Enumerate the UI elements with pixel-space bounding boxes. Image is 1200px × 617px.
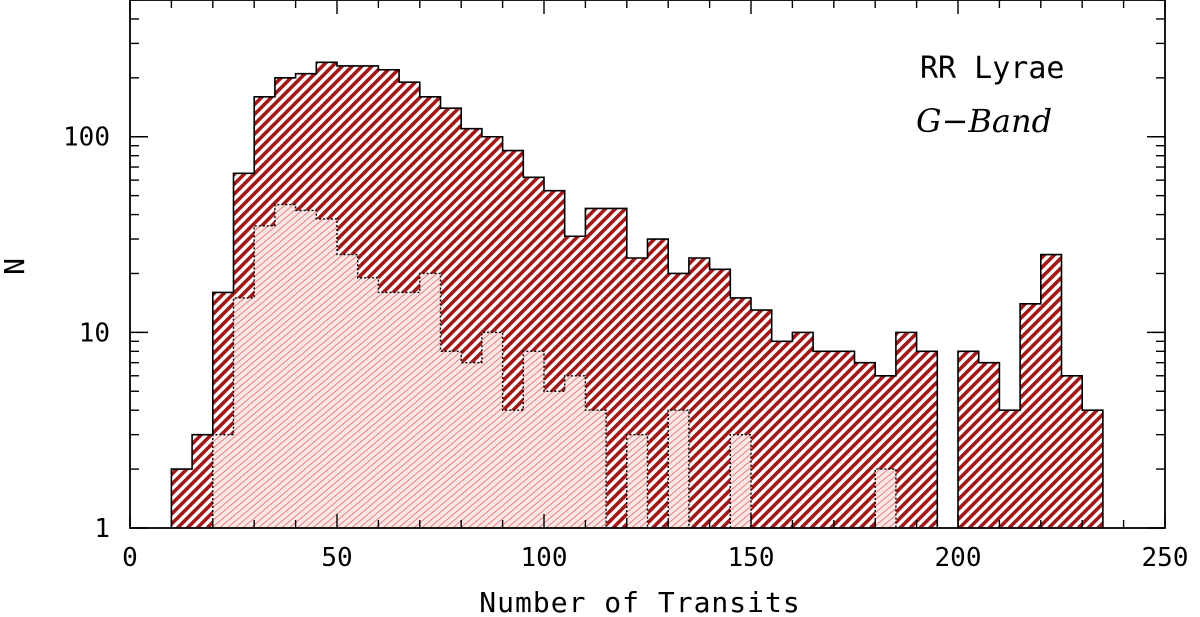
axis-tick-labels: 0 50 100 150 200 250 1 10 100 [63, 123, 1188, 573]
all-bar-15 [192, 434, 214, 528]
x-tick-label-0: 0 [122, 543, 138, 573]
subset-bar-35 [274, 204, 297, 528]
x-tick-label-150: 150 [728, 543, 775, 573]
all-bar-215 [1020, 303, 1042, 528]
subset-bar-45 [316, 218, 338, 528]
x-tick-label-250: 250 [1142, 543, 1189, 573]
axis-ticks [129, 0, 1166, 529]
all-bar-210 [999, 410, 1021, 528]
all-bar-165 [813, 351, 835, 528]
x-tick-label-200: 200 [935, 543, 982, 573]
all-bar-155 [771, 341, 793, 528]
all-bar-140 [709, 269, 731, 528]
all-bar-135 [688, 257, 711, 528]
annotation-g-band: G−Band [916, 102, 1052, 140]
subset-bar-80 [461, 362, 483, 528]
subset-bar-70 [419, 273, 441, 528]
subset-bar-145 [730, 434, 752, 528]
all-bar-185 [895, 332, 918, 528]
subset-bar-105 [564, 375, 586, 528]
subset-bar-100 [544, 391, 566, 528]
y-tick-label-10: 10 [79, 318, 110, 348]
subset-bar-130 [668, 410, 690, 528]
x-tick-label-50: 50 [321, 543, 352, 573]
all-bar-10 [171, 469, 193, 528]
subset-bar-180 [875, 469, 897, 528]
all-bar-160 [792, 332, 814, 528]
subset-bar-55 [357, 277, 379, 528]
subset-bar-50 [337, 254, 359, 528]
series-subset-outline [212, 203, 897, 528]
all-bar-205 [978, 362, 1000, 528]
series-subset-bars [212, 204, 897, 529]
subset-bar-25 [233, 297, 255, 528]
annotation-rr-lyrae: RR Lyrae [920, 51, 1065, 86]
subset-bar-65 [399, 292, 421, 528]
subset-bar-30 [254, 225, 276, 528]
subset-bar-110 [585, 410, 607, 528]
all-bar-125 [647, 239, 669, 528]
x-axis-label: Number of Transits [479, 586, 800, 617]
subset-bar-75 [440, 351, 462, 528]
series-all-outline [170, 61, 1104, 528]
subset-bar-20 [212, 434, 234, 528]
subset-bar-85 [481, 332, 504, 528]
subset-bar-90 [502, 410, 524, 528]
subset-bar-120 [626, 434, 648, 528]
y-tick-label-100: 100 [63, 123, 110, 153]
y-axis-label: N [0, 257, 31, 275]
plot-frame [129, 0, 1166, 529]
all-bar-220 [1040, 254, 1062, 528]
all-bar-230 [1082, 410, 1104, 528]
all-bar-115 [606, 208, 628, 528]
subset-bar-60 [378, 292, 400, 528]
all-bar-225 [1061, 375, 1083, 528]
all-bar-200 [958, 351, 980, 528]
subset-bar-95 [523, 351, 545, 528]
all-bar-170 [833, 351, 855, 528]
subset-bar-40 [295, 210, 317, 529]
x-tick-label-100: 100 [521, 543, 568, 573]
all-bar-150 [751, 310, 773, 528]
all-bar-175 [854, 362, 876, 528]
y-tick-label-1: 1 [94, 514, 110, 544]
all-bar-190 [916, 351, 938, 528]
